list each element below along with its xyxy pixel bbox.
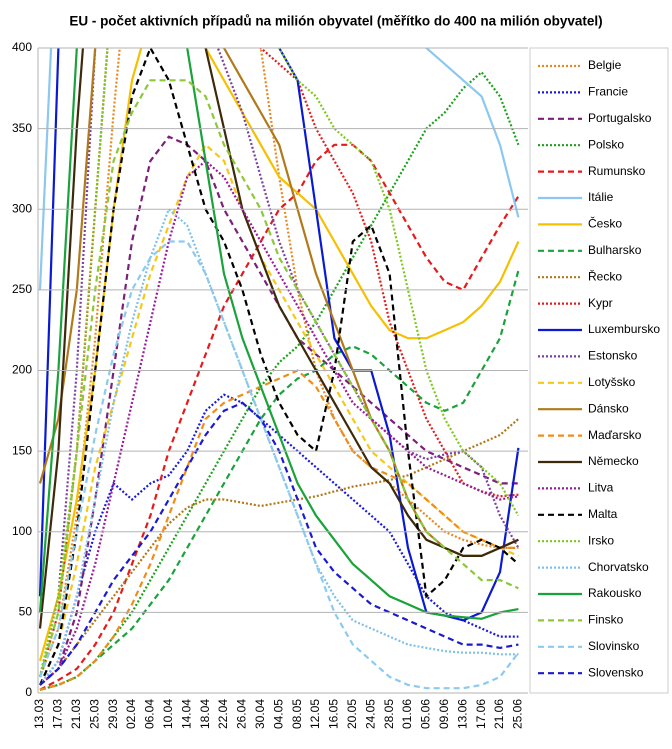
x-tick-label: 08.05 <box>290 699 304 729</box>
x-tick-label: 17.06 <box>474 699 488 729</box>
series-line <box>39 270 520 691</box>
legend-label: Chorvatsko <box>588 560 649 574</box>
series-line <box>38 48 520 290</box>
y-tick-label: 200 <box>12 363 32 377</box>
x-tick-label: 13.03 <box>32 699 46 729</box>
chart-title: EU - počet aktivních případů na milión o… <box>69 14 602 29</box>
series-line <box>38 240 520 690</box>
series-line <box>39 401 519 686</box>
legend-label: Litva <box>588 481 614 495</box>
y-tick-label: 250 <box>12 282 32 296</box>
x-tick-label: 18.04 <box>198 699 212 729</box>
x-tick-label: 12.05 <box>308 699 322 729</box>
series-line <box>38 48 519 558</box>
series-line <box>38 48 519 678</box>
legend-label: Luxembursko <box>588 322 660 336</box>
x-tick-label: 30.04 <box>253 699 267 729</box>
x-tick-label: 14.04 <box>179 699 193 729</box>
x-tick-label: 10.04 <box>161 699 175 729</box>
legend-label: Rumunsko <box>588 164 646 178</box>
x-tick-label: 02.04 <box>124 699 138 729</box>
x-tick-label: 13.06 <box>455 699 469 729</box>
legend-label: Dánsko <box>588 401 629 415</box>
x-tick-label: 20.05 <box>345 699 359 729</box>
y-tick-label: 150 <box>12 443 32 457</box>
legend-label: Belgie <box>588 58 622 72</box>
series-line <box>38 48 519 620</box>
series-line <box>39 159 519 686</box>
x-tick-label: 16.05 <box>327 699 341 729</box>
series-line <box>39 418 520 686</box>
x-tick-label: 17.03 <box>51 699 65 729</box>
legend-label: Bulharsko <box>588 243 642 257</box>
series-line <box>38 48 520 622</box>
x-tick-label: 26.04 <box>235 699 249 729</box>
x-tick-label: 29.03 <box>106 699 120 729</box>
x-tick-label: 05.06 <box>419 699 433 729</box>
legend-label: Maďarsko <box>588 428 642 442</box>
legend-label: Řecko <box>588 268 622 283</box>
legend-label: Kypr <box>588 296 613 310</box>
x-tick-label: 21.06 <box>492 699 506 729</box>
x-tick-label: 01.06 <box>400 699 414 729</box>
legend-label: Francie <box>588 85 628 99</box>
legend-label: Estonsko <box>588 349 638 363</box>
x-tick-label: 24.05 <box>363 699 377 729</box>
x-tick-label: 28.05 <box>382 699 396 729</box>
y-tick-label: 300 <box>12 201 32 215</box>
series-line <box>38 48 520 678</box>
x-tick-label: 06.04 <box>143 699 157 729</box>
x-tick-label: 04.05 <box>271 699 285 729</box>
x-tick-label: 25.03 <box>87 699 101 729</box>
series-line <box>38 48 520 686</box>
legend-label: Rakousko <box>588 586 642 600</box>
legend-box <box>529 47 669 694</box>
y-tick-label: 100 <box>12 524 32 538</box>
series-line <box>38 48 520 662</box>
x-tick-label: 09.06 <box>437 699 451 729</box>
legend-label: Malta <box>588 507 618 521</box>
y-tick-label: 350 <box>12 121 32 135</box>
series-line <box>39 369 519 691</box>
legend-label: Slovinsko <box>588 639 640 653</box>
y-tick-label: 400 <box>12 40 32 54</box>
legend-label: Finsko <box>588 613 624 627</box>
y-tick-label: 50 <box>19 605 33 619</box>
legend-label: Lotyšsko <box>588 375 636 389</box>
legend-label: Česko <box>588 216 622 231</box>
legend-label: Portugalsko <box>588 111 652 125</box>
series-line <box>39 70 520 691</box>
legend-label: Irsko <box>588 533 614 547</box>
y-tick-label: 0 <box>25 685 32 699</box>
legend-label: Itálie <box>588 190 614 204</box>
x-tick-label: 25.06 <box>511 699 525 729</box>
legend-label: Německo <box>588 454 639 468</box>
x-tick-label: 21.03 <box>69 699 83 729</box>
legend-label: Slovensko <box>588 665 644 679</box>
legend-label: Polsko <box>588 137 624 151</box>
x-tick-label: 22.04 <box>216 699 230 729</box>
series-line <box>38 48 519 629</box>
plot-area <box>38 48 520 691</box>
series-line <box>38 48 520 678</box>
series-line <box>39 393 519 686</box>
series-line <box>39 207 519 686</box>
